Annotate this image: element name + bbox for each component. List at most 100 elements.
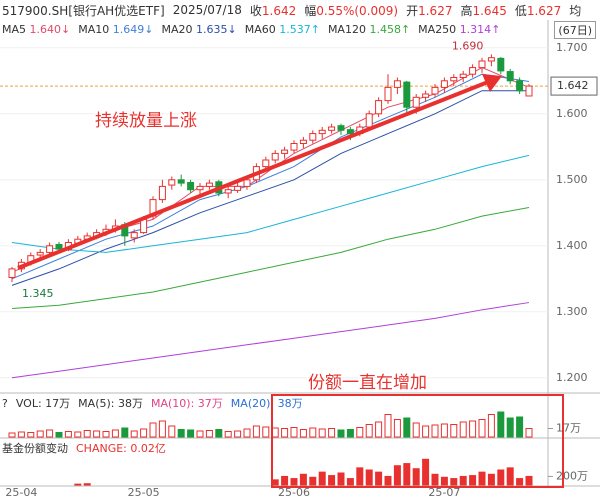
candle-body [55, 243, 63, 250]
x-tick-label: 25-05 [128, 486, 160, 499]
candle-body [252, 166, 260, 181]
candle-body [318, 129, 326, 135]
candle-body [384, 86, 392, 102]
bar [412, 422, 420, 438]
ma-line [11, 302, 530, 379]
candle-body [403, 81, 411, 108]
bar [450, 424, 458, 438]
bar [8, 432, 16, 438]
legend-value: 38万 [117, 397, 143, 410]
ma-value: 1.458 [369, 22, 401, 36]
candle-body [299, 139, 307, 144]
bar [403, 463, 411, 486]
bar [516, 478, 524, 486]
ma-name: MA250 [418, 22, 457, 36]
volume-legend: ? VOL: 17万 MA(5): 38万 MA(10): 37万 MA(20): 38… [2, 394, 303, 412]
bar [328, 428, 336, 438]
candle-body [215, 181, 223, 194]
bar [365, 469, 373, 486]
legend-value: 38万 [277, 397, 303, 410]
candle-body [168, 179, 176, 186]
bar [375, 471, 383, 486]
legend-item: 低1.627 [515, 2, 561, 19]
x-tick-label: 25-06 [278, 486, 310, 499]
ma-arrow: ↑ [310, 22, 320, 36]
bar [140, 428, 148, 438]
candle-body [224, 189, 232, 194]
bar [393, 419, 401, 438]
ma-line [11, 67, 530, 273]
bar [384, 475, 392, 486]
candle-body [196, 185, 204, 191]
candle-body [375, 100, 383, 115]
bar [422, 425, 430, 438]
bar [422, 458, 430, 486]
quote-label: 均 [569, 3, 582, 18]
legend-item: MA20 1.635↓ [161, 23, 236, 36]
candle-body [459, 73, 467, 78]
bar [309, 427, 317, 438]
bar [93, 430, 101, 438]
bar [497, 469, 505, 486]
bar [318, 471, 326, 486]
legend-item: MA5 1.640↓ [2, 23, 70, 36]
bar [158, 420, 166, 438]
candle-body [431, 86, 439, 95]
bar [271, 427, 279, 438]
bar [328, 475, 336, 486]
legend-item: 高1.645 [460, 2, 506, 19]
bar [281, 475, 289, 486]
legend-item: 均 [569, 2, 581, 19]
candle-body [234, 185, 242, 191]
quote-value: 1.645 [472, 3, 507, 18]
y-tick-label: 1.300 [556, 305, 588, 318]
quote-label: 高 [460, 3, 473, 18]
quote-label: 开 [406, 3, 419, 18]
x-tick-label: 25-07 [428, 486, 460, 499]
bar [478, 419, 486, 438]
candle-body [356, 126, 364, 135]
legend-item: MA10 1.649↓ [78, 23, 153, 36]
ma-line [11, 207, 530, 309]
period-selector[interactable]: (67日) [554, 21, 596, 39]
legend-label: MA(20): [230, 397, 275, 410]
candle-body [412, 96, 420, 108]
bar [121, 427, 129, 438]
candle-body [365, 113, 373, 128]
candle-body [93, 232, 101, 238]
bar [440, 476, 448, 486]
candle-body [262, 159, 270, 168]
ma-name: MA60 [244, 22, 276, 36]
bar [290, 478, 298, 486]
candle-body [290, 143, 298, 151]
candle-body [422, 93, 430, 98]
bar [205, 430, 213, 438]
candle-body [102, 228, 110, 234]
low-label: 1.345 [22, 287, 54, 300]
ma-line [11, 73, 530, 280]
ma-value: 1.649 [112, 22, 145, 36]
legend-item: MA120 1.458↑ [328, 23, 410, 36]
candle-body [337, 125, 345, 131]
bar [130, 430, 138, 438]
quote-label: 幅 [304, 3, 317, 18]
bar [375, 421, 383, 438]
bar [111, 429, 119, 438]
candle-body [74, 238, 82, 244]
ma-value: 1.635 [195, 22, 228, 36]
bar [271, 479, 279, 486]
candle-body [328, 126, 336, 131]
candle-body [487, 57, 495, 62]
bar [525, 475, 533, 486]
bar [469, 475, 477, 486]
bar [36, 430, 44, 438]
candle-body [525, 85, 533, 97]
bar [459, 475, 467, 486]
candle-body [83, 235, 91, 240]
legend-value: 0.02亿 [130, 442, 166, 455]
bar [525, 428, 533, 438]
legend-item: MA60 1.537↑ [245, 23, 320, 36]
ma-arrow: ↓ [144, 22, 154, 36]
ma-name: MA10 [78, 22, 110, 36]
